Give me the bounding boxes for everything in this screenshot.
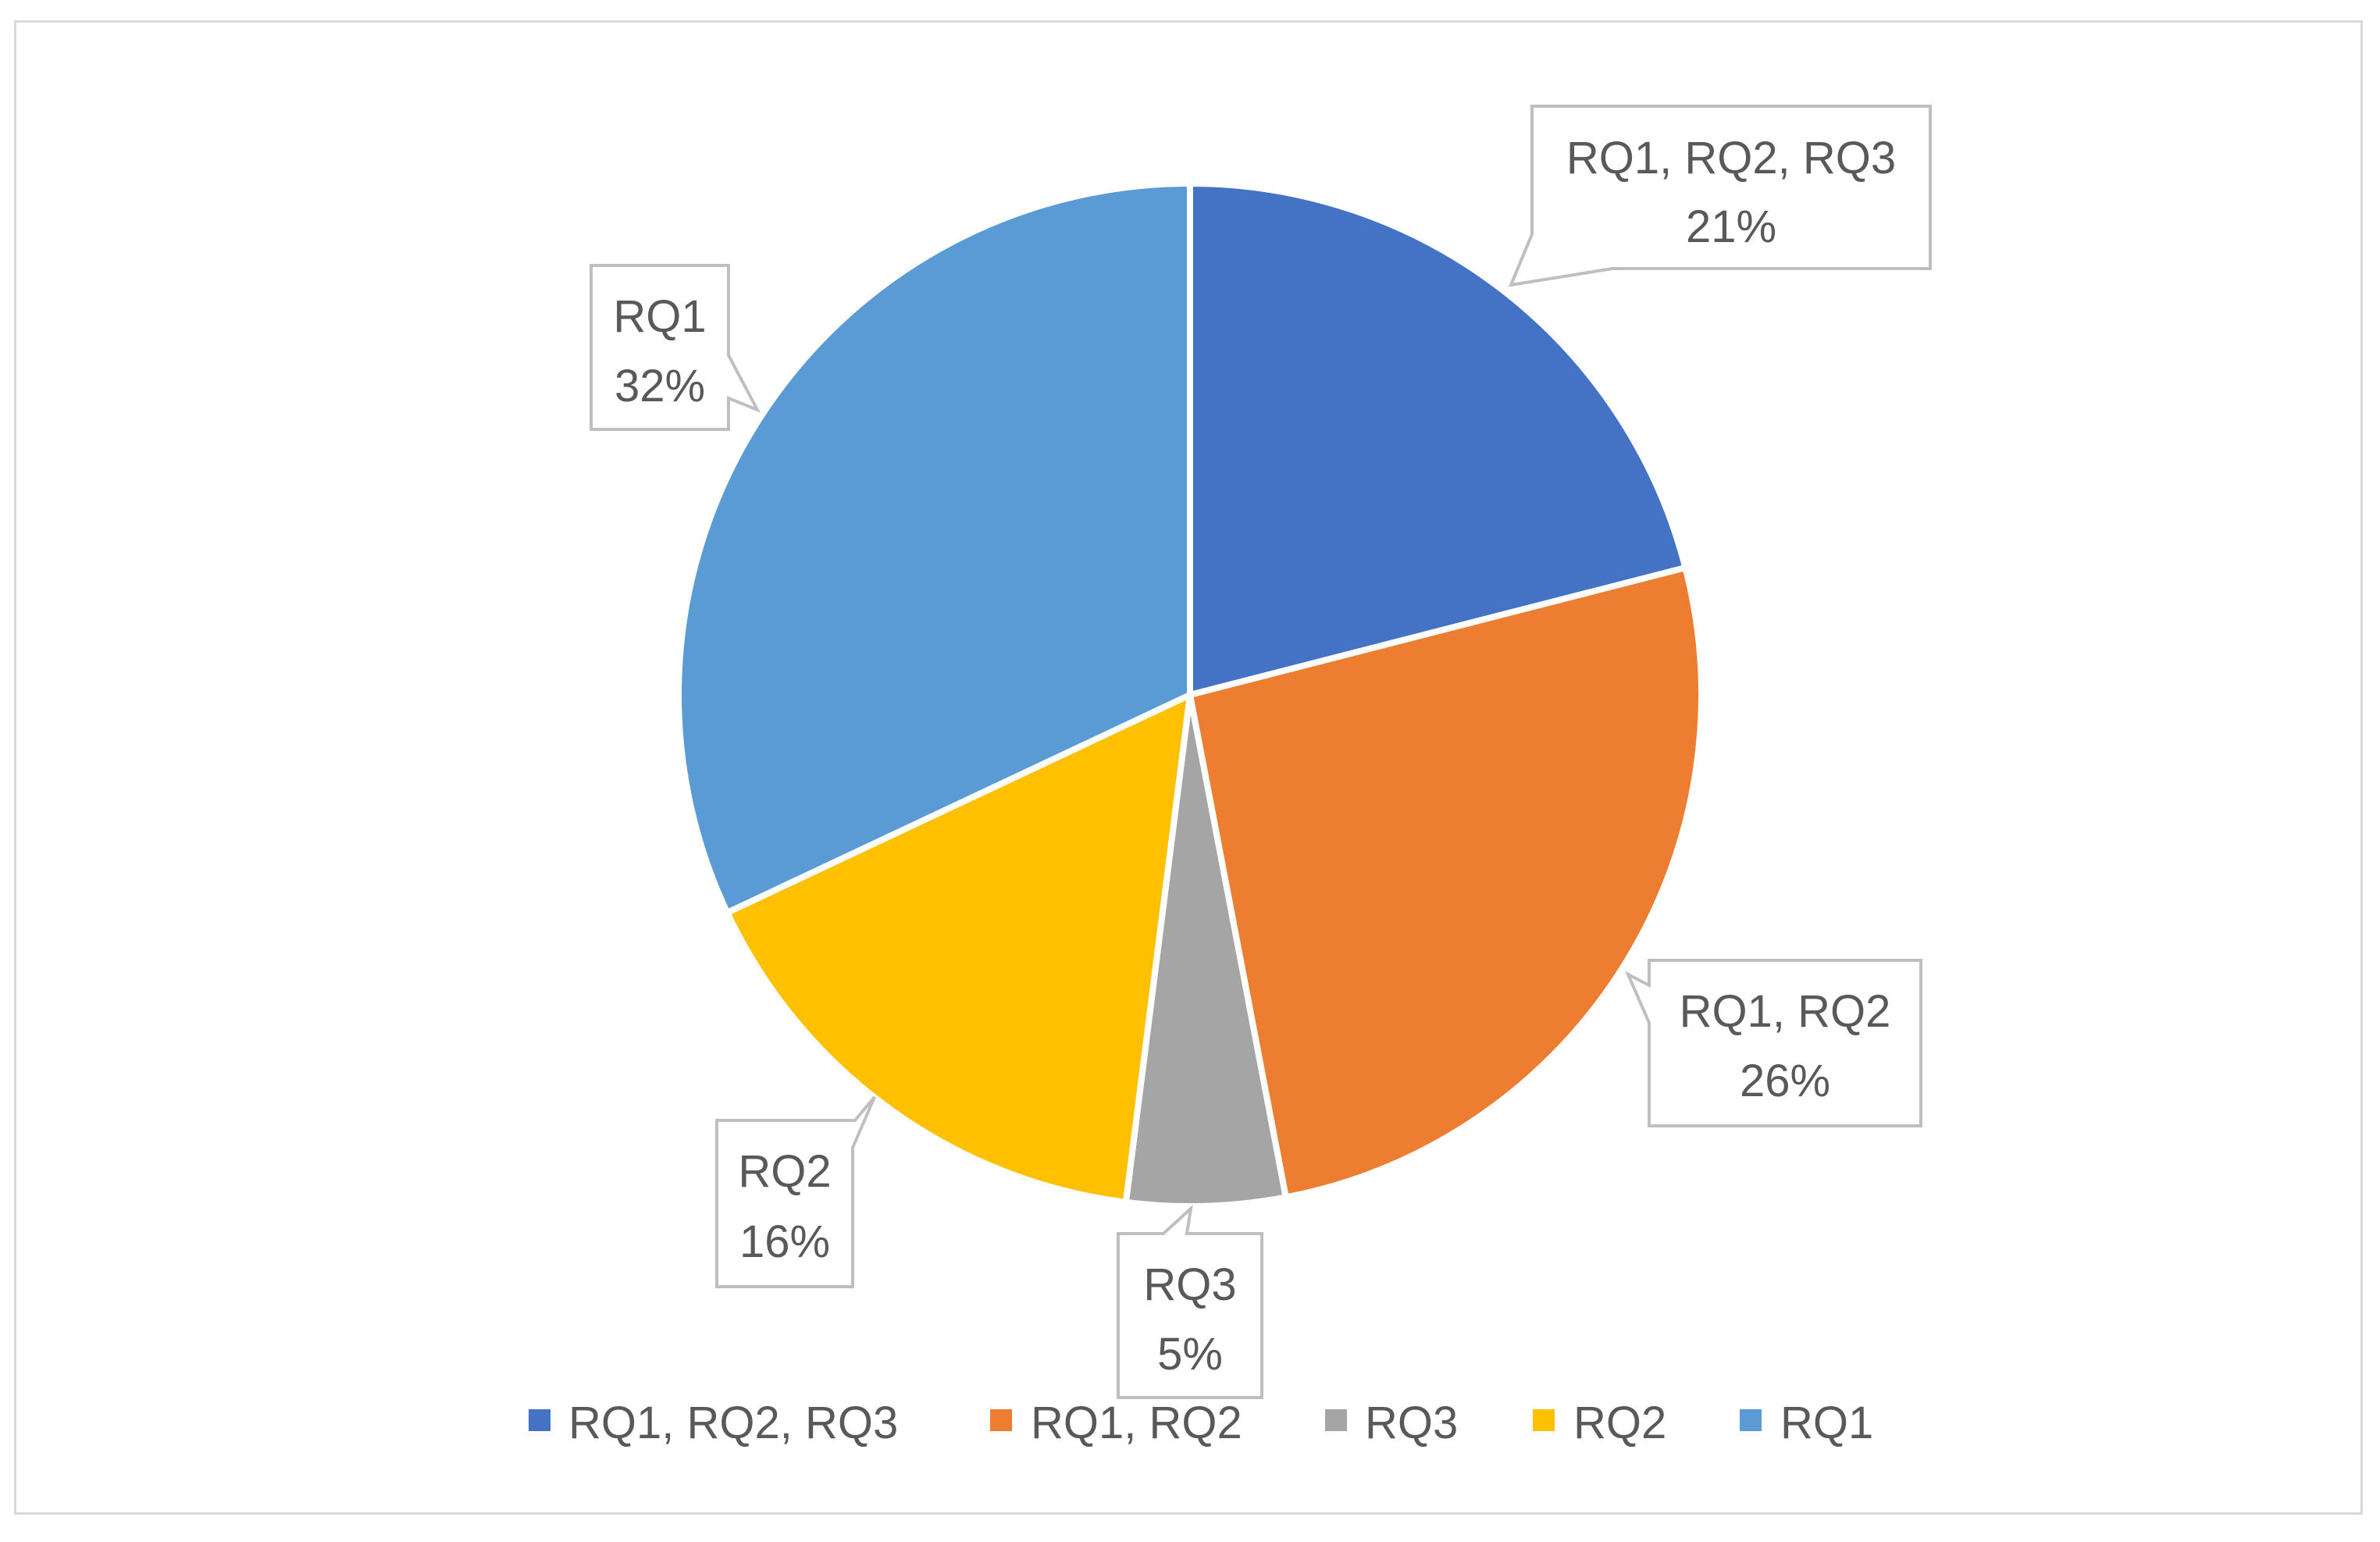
callout-4: RQ1 32% xyxy=(590,264,761,431)
callout-1-category: RQ1, RQ2 xyxy=(1680,986,1891,1037)
legend-swatch-4 xyxy=(1740,1409,1762,1431)
callout-2-box xyxy=(1117,1204,1263,1399)
callout-3-category: RQ2 xyxy=(738,1146,831,1197)
callout-0-value: 21% xyxy=(1686,201,1776,252)
callout-0-box xyxy=(1508,105,1932,287)
callout-1-value: 26% xyxy=(1740,1056,1830,1106)
callout-2-category: RQ3 xyxy=(1143,1259,1236,1310)
callout-0: RQ1, RQ2, RQ3 21% xyxy=(1508,105,1932,287)
pie-slice-3 xyxy=(724,692,1193,1205)
legend-label-4: RQ1 xyxy=(1780,1398,1873,1448)
legend-label-3: RQ2 xyxy=(1573,1398,1666,1448)
callout-3-box xyxy=(715,1095,876,1288)
legend-swatch-3 xyxy=(1533,1409,1555,1431)
pie-slices xyxy=(675,180,1705,1210)
pie-slice-0 xyxy=(1187,180,1689,698)
callout-4-category: RQ1 xyxy=(613,291,706,342)
pie-slice-1 xyxy=(1187,564,1705,1201)
callout-4-value: 32% xyxy=(615,361,705,411)
callout-1-box xyxy=(1624,959,1922,1127)
legend-swatch-0 xyxy=(529,1409,550,1431)
callout-3-value: 16% xyxy=(739,1216,830,1267)
callout-1: RQ1, RQ2 26% xyxy=(1624,959,1922,1127)
callout-2: RQ3 5% xyxy=(1117,1204,1263,1399)
legend-swatch-1 xyxy=(990,1409,1012,1431)
pie-slice-2 xyxy=(1122,692,1289,1210)
pie-slice-4 xyxy=(675,180,1193,916)
legend-label-0: RQ1, RQ2, RQ3 xyxy=(568,1398,898,1448)
callout-4-box xyxy=(590,264,761,431)
legend: RQ1, RQ2, RQ3 RQ1, RQ2 RQ3 RQ2 RQ1 xyxy=(529,1398,1873,1448)
legend-label-2: RQ3 xyxy=(1365,1398,1458,1448)
callout-2-value: 5% xyxy=(1157,1329,1223,1380)
callout-0-category: RQ1, RQ2, RQ3 xyxy=(1566,133,1896,183)
callout-3: RQ2 16% xyxy=(715,1095,876,1288)
legend-label-1: RQ1, RQ2 xyxy=(1031,1398,1242,1448)
legend-swatch-2 xyxy=(1325,1409,1347,1431)
